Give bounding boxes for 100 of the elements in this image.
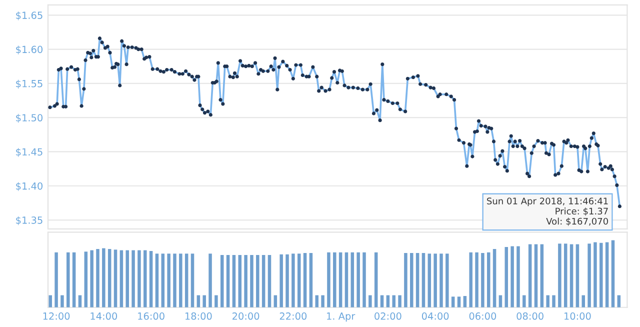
bar [600,242,603,308]
bar [292,254,295,308]
bar [446,254,449,308]
bar [90,250,94,308]
x-tick-label: 14:00 [90,312,118,320]
x-tick-label: 1. Apr [327,312,356,322]
bar [451,296,455,308]
bar [434,254,437,308]
bar [214,295,218,308]
bar [149,250,153,308]
bar [469,252,472,308]
bar [202,295,206,308]
y-tick-label: $1.40 [16,182,42,191]
bar [173,254,176,308]
bar [309,252,313,308]
bar [126,250,129,308]
bar [321,295,324,308]
bar [564,244,568,308]
x-tick-label: 18:00 [185,312,212,320]
y-tick-label: $1.60 [16,46,42,54]
bar [54,252,58,308]
bar [594,242,597,308]
bar [102,248,106,308]
bar [428,254,432,308]
bar [368,295,372,308]
bar [220,255,224,308]
bar [297,254,301,308]
bar [60,295,64,308]
bar [516,246,520,308]
x-tick-label: 04:00 [422,312,449,320]
x-tick-label: 10:00 [564,312,591,320]
bar [522,295,526,308]
bar [416,252,420,308]
bar [333,252,336,308]
bar [344,252,348,308]
bar [161,254,165,308]
bar [268,255,272,308]
bar [244,255,248,308]
bar [238,255,242,308]
bar [422,252,426,308]
bar [232,255,236,308]
bar [48,295,52,308]
bar [286,254,289,308]
bar [250,255,254,308]
bar [582,295,586,308]
bar [303,252,307,308]
bar [338,252,342,308]
bar [184,254,188,308]
y-tick-label: $1.35 [16,216,42,226]
x-tick-label: 06:00 [469,312,496,320]
annotation: Sun 01 Apr 2018, 11:46:41 Price: $1.37 Vol: $167,070 [487,198,608,226]
bar [226,255,230,308]
bar [374,252,378,308]
bar [528,244,532,308]
bar [327,252,330,308]
x-tick-label: 12:00 [43,312,70,320]
bar [362,252,366,308]
bar [611,240,615,308]
bar [486,252,490,308]
bar [570,244,574,308]
bar [72,252,76,308]
bar [546,295,550,308]
bar [155,254,159,308]
bar [179,254,182,308]
bar [356,252,360,308]
bar [576,244,580,308]
bar [120,250,124,308]
x-tick-label: 20:00 [232,312,260,320]
bar [475,252,478,308]
y-tick-label: $1.55 [16,80,42,89]
bar [138,250,141,308]
bar [208,254,212,308]
bar [540,244,544,308]
bar [315,295,318,308]
bar [534,244,538,308]
bar [96,248,100,308]
bar [350,252,354,308]
bar [132,250,135,308]
bar [410,252,414,308]
bar [392,295,396,308]
bar [558,244,562,308]
y-tick-label: $1.45 [16,148,42,157]
bar [114,250,118,308]
bar [504,246,508,308]
bar [66,252,70,308]
bar [262,255,266,308]
bar [108,248,112,308]
bar [510,246,514,308]
y-tick-label: $1.50 [16,114,42,123]
bar [167,254,170,308]
x-tick-label: 08:00 [516,312,544,320]
bar [190,254,194,308]
bar [440,254,443,308]
bar [404,252,408,308]
bar [84,252,88,308]
x-tick-label: 02:00 [374,312,402,320]
bar [256,255,260,308]
bar [143,250,147,308]
bar [457,296,461,308]
bar [552,295,556,308]
